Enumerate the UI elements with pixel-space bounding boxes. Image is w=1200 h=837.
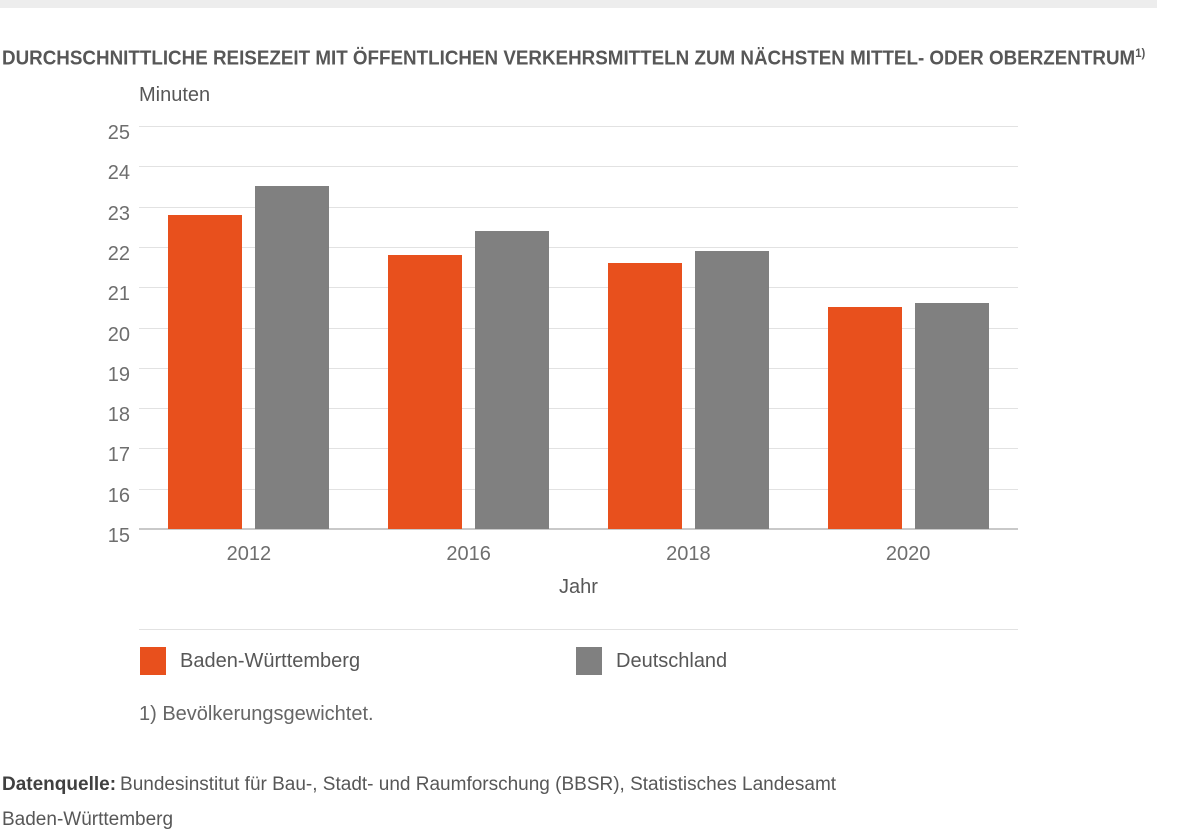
bar-baden-w-rttemberg-2018 (607, 263, 682, 529)
y-tick-label: 24 (107, 162, 130, 185)
x-tick-label: 2016 (446, 543, 491, 565)
y-tick-label: 21 (107, 283, 130, 306)
y-tick-label: 16 (107, 484, 130, 507)
x-axis-title: Jahr (559, 576, 598, 598)
y-tick-label: 23 (107, 202, 130, 225)
gridline (139, 367, 1018, 369)
gridline (139, 246, 1018, 248)
data-source-line2: Baden-Württemberg (2, 809, 174, 830)
x-tick-label: 2018 (666, 543, 711, 565)
y-tick-label: 25 (107, 122, 130, 144)
bar-deutschland-2018 (694, 250, 769, 529)
bar-deutschland-2020 (914, 303, 989, 529)
bar-baden-w-rttemberg-2020 (827, 307, 902, 529)
bar-baden-w-rttemberg-2016 (388, 254, 463, 529)
chart-footnote: 1) Bevölkerungsgewichtet. (139, 703, 374, 725)
data-source-line1: Datenquelle: Bundesinstitut für Bau-, Sta… (2, 767, 836, 802)
legend-label-deutschland: Deutschland (616, 649, 728, 672)
y-tick-label: 19 (107, 363, 130, 386)
y-tick-label: 15 (107, 525, 130, 547)
page-title: DURCHSCHNITTLICHE REISEZEIT MIT ÖFFENTLI… (2, 46, 1145, 71)
gridline (139, 327, 1018, 329)
bar-deutschland-2016 (475, 230, 550, 529)
page-title-footnote-marker: 1) (1135, 46, 1146, 61)
x-tick-label: 2012 (226, 543, 272, 565)
y-tick-label: 18 (107, 404, 130, 427)
y-tick-label: 22 (107, 242, 130, 265)
top-accent-strip (0, 0, 1157, 8)
y-tick-label: 17 (107, 444, 130, 467)
page-title-text: DURCHSCHNITTLICHE REISEZEIT MIT ÖFFENTLI… (2, 48, 1136, 71)
x-axis-line (139, 528, 1018, 530)
legend-swatch-baden-wuerttemberg (140, 647, 166, 675)
gridline (139, 206, 1018, 208)
y-tick-label: 20 (107, 323, 130, 346)
data-source: Datenquelle: Bundesinstitut für Bau-, Sta… (2, 767, 836, 837)
data-source-label: Datenquelle: (2, 774, 117, 795)
gridline (139, 488, 1018, 490)
y-axis-unit-label: Minuten (139, 84, 211, 106)
legend-item-baden-wuerttemberg: Baden-Württemberg (140, 647, 360, 675)
data-source-text: Bundesinstitut für Bau-, Stadt- und Raum… (120, 774, 837, 795)
bar-chart: Minuten Jahr Baden-Württemberg Deutschla… (107, 84, 1018, 725)
gridline (139, 408, 1018, 410)
gridline (139, 166, 1018, 168)
bar-deutschland-2012 (255, 186, 330, 529)
legend-separator-line (139, 629, 1018, 630)
gridline (139, 287, 1018, 289)
legend-swatch-deutschland (576, 647, 602, 675)
gridline (139, 448, 1018, 450)
gridline (139, 126, 1018, 127)
bar-baden-w-rttemberg-2012 (168, 214, 243, 529)
legend-item-deutschland: Deutschland (576, 647, 727, 675)
legend-label-baden-wuerttemberg: Baden-Württemberg (180, 649, 361, 672)
x-tick-label: 2020 (885, 543, 931, 565)
